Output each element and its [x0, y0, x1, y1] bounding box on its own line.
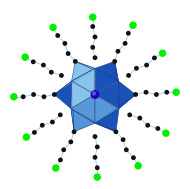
Circle shape [93, 156, 97, 159]
Circle shape [69, 140, 73, 144]
Circle shape [50, 70, 53, 74]
Circle shape [91, 91, 99, 98]
Polygon shape [71, 81, 95, 108]
Polygon shape [95, 108, 119, 132]
Circle shape [132, 156, 135, 159]
Circle shape [113, 60, 116, 63]
Polygon shape [95, 68, 118, 94]
Polygon shape [54, 81, 72, 108]
Circle shape [32, 60, 35, 64]
Circle shape [135, 163, 141, 169]
Polygon shape [95, 94, 119, 123]
Circle shape [72, 130, 76, 133]
Circle shape [63, 42, 66, 45]
Circle shape [93, 56, 97, 59]
Circle shape [21, 95, 25, 98]
Circle shape [124, 42, 127, 45]
Circle shape [53, 165, 59, 171]
Circle shape [156, 127, 160, 130]
Circle shape [116, 50, 120, 53]
Circle shape [93, 92, 96, 95]
Circle shape [121, 138, 125, 141]
Circle shape [144, 91, 148, 94]
Polygon shape [54, 68, 95, 94]
Circle shape [74, 60, 77, 63]
Circle shape [93, 35, 97, 39]
Circle shape [155, 93, 158, 96]
Circle shape [138, 116, 142, 120]
Circle shape [127, 32, 130, 35]
Polygon shape [71, 108, 95, 132]
Circle shape [146, 124, 149, 127]
Circle shape [51, 120, 54, 124]
Polygon shape [118, 81, 136, 108]
Circle shape [130, 22, 136, 28]
Circle shape [173, 89, 179, 95]
Circle shape [22, 54, 28, 60]
Circle shape [11, 94, 17, 100]
Circle shape [62, 148, 65, 152]
Circle shape [160, 50, 165, 56]
Circle shape [90, 14, 96, 20]
Circle shape [163, 130, 169, 136]
Polygon shape [71, 108, 116, 132]
Polygon shape [71, 81, 74, 132]
Polygon shape [95, 94, 136, 123]
Circle shape [59, 158, 62, 162]
Circle shape [56, 34, 59, 37]
Circle shape [23, 134, 29, 140]
Circle shape [60, 74, 63, 77]
Polygon shape [75, 61, 118, 81]
Circle shape [42, 63, 45, 67]
Circle shape [125, 148, 128, 152]
Circle shape [33, 131, 36, 134]
Circle shape [165, 91, 169, 94]
Polygon shape [72, 68, 95, 94]
Circle shape [93, 135, 97, 138]
Circle shape [96, 145, 99, 149]
Polygon shape [95, 61, 118, 81]
Circle shape [145, 63, 148, 67]
Circle shape [96, 166, 99, 169]
Circle shape [50, 24, 56, 30]
Circle shape [91, 46, 94, 49]
Circle shape [153, 56, 156, 60]
Circle shape [91, 25, 94, 28]
Polygon shape [115, 61, 119, 108]
Polygon shape [71, 94, 95, 123]
Circle shape [127, 74, 130, 77]
Circle shape [59, 113, 62, 117]
Circle shape [66, 52, 70, 55]
Polygon shape [72, 61, 95, 81]
Circle shape [134, 93, 137, 96]
Circle shape [53, 93, 56, 96]
Circle shape [94, 174, 100, 180]
Polygon shape [95, 81, 119, 108]
Circle shape [135, 67, 138, 70]
Circle shape [114, 130, 118, 133]
Circle shape [32, 93, 35, 96]
Circle shape [42, 95, 46, 98]
Circle shape [41, 124, 44, 127]
Circle shape [128, 113, 131, 117]
